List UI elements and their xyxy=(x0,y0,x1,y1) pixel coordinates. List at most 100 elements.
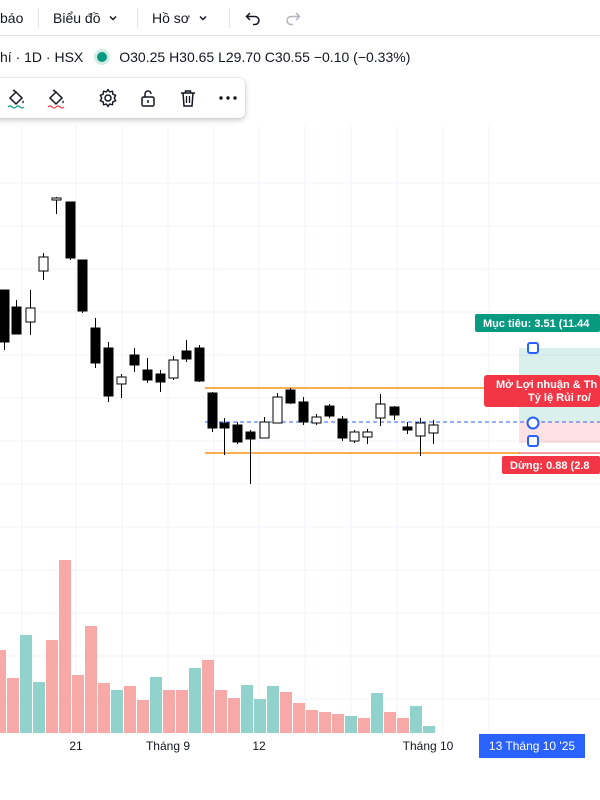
volume-bar xyxy=(98,683,110,733)
volume-bar xyxy=(319,712,331,733)
lock-button[interactable] xyxy=(134,84,162,112)
candle-body xyxy=(362,431,373,438)
symbol-info[interactable]: hí · 1D · HSX xyxy=(0,49,84,65)
paint-bucket-icon xyxy=(7,89,25,109)
candle-body xyxy=(155,373,166,383)
volume-bar xyxy=(202,660,214,733)
price-chart[interactable]: Mục tiêu: 3.51 (11.44 Mở Lợi nhuận & Th … xyxy=(0,36,600,800)
entry-handle[interactable] xyxy=(526,416,540,430)
volume-bar xyxy=(33,682,45,733)
volume-bar xyxy=(280,692,292,733)
volume-bar xyxy=(215,690,227,733)
candle-body xyxy=(77,259,88,312)
x-tick-label: 12 xyxy=(252,739,266,753)
volume-bar xyxy=(124,686,136,733)
candle-body xyxy=(129,354,140,366)
chart-grid xyxy=(0,126,600,733)
time-axis: 21 Tháng 9 12 Tháng 10 xyxy=(69,739,453,753)
volume-bar xyxy=(72,675,84,733)
chart-menu-label: Biểu đồ xyxy=(53,10,101,26)
chart-menu[interactable]: Biểu đồ xyxy=(53,8,118,28)
volume-bar xyxy=(137,700,149,733)
volume-bar xyxy=(20,635,32,733)
ohlc-values: O30.25 H30.65 L29.70 C30.55 −0.10 (−0.33… xyxy=(119,49,411,65)
volume-bar xyxy=(85,626,97,733)
symbol-legend: hí · 1D · HSX O30.25 H30.65 L29.70 C30.5… xyxy=(0,46,410,68)
more-button[interactable] xyxy=(214,84,242,112)
candle-body xyxy=(285,389,296,404)
market-status-icon xyxy=(97,52,108,62)
candle-body xyxy=(402,426,413,431)
redo-icon xyxy=(286,12,301,26)
candle-body xyxy=(181,350,192,360)
candlesticks xyxy=(0,197,439,484)
undo-button[interactable] xyxy=(244,8,262,28)
candle-body xyxy=(428,424,439,434)
candle-body xyxy=(389,406,400,416)
candle-body xyxy=(116,376,127,385)
candle-body xyxy=(259,421,270,439)
candle-body xyxy=(324,405,335,417)
volume-bar xyxy=(254,699,266,733)
candle-body xyxy=(65,201,76,259)
crosshair-date-label: 13 Tháng 10 '25 xyxy=(479,734,585,758)
volume-bar xyxy=(397,718,409,733)
volume-bar xyxy=(59,560,71,733)
ratio-label-line1: Mở Lợi nhuận & Th xyxy=(496,379,597,391)
position-tool: Mục tiêu: 3.51 (11.44 Mở Lợi nhuận & Th … xyxy=(205,314,600,474)
undo-icon xyxy=(245,12,260,26)
volume-bar xyxy=(410,706,422,733)
candle-body xyxy=(11,306,22,335)
candle-body xyxy=(194,347,205,382)
candle-body xyxy=(232,424,243,443)
alert-menu[interactable]: báo xyxy=(0,8,23,28)
target-handle[interactable] xyxy=(527,342,539,354)
settings-button[interactable] xyxy=(94,84,122,112)
candle-body xyxy=(272,396,283,424)
redo-button[interactable] xyxy=(284,8,302,28)
candle-body xyxy=(337,418,348,439)
volume-bar xyxy=(332,714,344,733)
candle-body xyxy=(90,327,101,364)
volume-bar xyxy=(176,690,188,733)
stop-badge xyxy=(502,456,600,474)
ratio-label-line2: Tỷ lệ Rủi ro/ xyxy=(528,392,591,404)
fill-color-button[interactable] xyxy=(2,84,30,112)
candle-body xyxy=(38,256,49,272)
volume-bar xyxy=(293,703,305,733)
divider xyxy=(38,8,39,28)
candle-body xyxy=(0,289,10,343)
volume-bar xyxy=(0,650,6,733)
chevron-down-icon xyxy=(109,15,118,21)
divider xyxy=(229,8,230,28)
volume-bar xyxy=(189,668,201,733)
candle-body xyxy=(245,431,256,440)
volume-bar xyxy=(358,718,370,733)
profile-menu-label: Hồ sơ xyxy=(152,10,190,26)
candle-body xyxy=(311,416,322,424)
volume-bar xyxy=(384,712,396,733)
candle-body xyxy=(219,422,230,429)
volume-bar xyxy=(345,716,357,733)
x-tick-label: 21 xyxy=(69,739,83,753)
line-color-button[interactable] xyxy=(42,84,70,112)
candle-body xyxy=(375,403,386,419)
profile-menu[interactable]: Hồ sơ xyxy=(152,8,208,28)
drawing-toolbar xyxy=(0,78,245,118)
stop-handle[interactable] xyxy=(527,435,539,447)
volume-bar xyxy=(111,690,123,733)
volume-bar xyxy=(371,693,383,733)
target-label: Mục tiêu: 3.51 (11.44 xyxy=(483,318,590,330)
divider xyxy=(137,8,138,28)
candle-body xyxy=(25,307,36,323)
alert-menu-label: báo xyxy=(0,10,24,26)
gear-icon xyxy=(99,88,117,108)
volume-bar xyxy=(7,678,19,733)
more-icon xyxy=(219,96,237,100)
paint-bucket-icon xyxy=(47,89,65,109)
delete-button[interactable] xyxy=(174,84,202,112)
candle-body xyxy=(415,422,426,437)
loss-zone[interactable] xyxy=(519,421,600,443)
candle-body xyxy=(349,431,360,442)
lock-icon xyxy=(141,90,155,107)
